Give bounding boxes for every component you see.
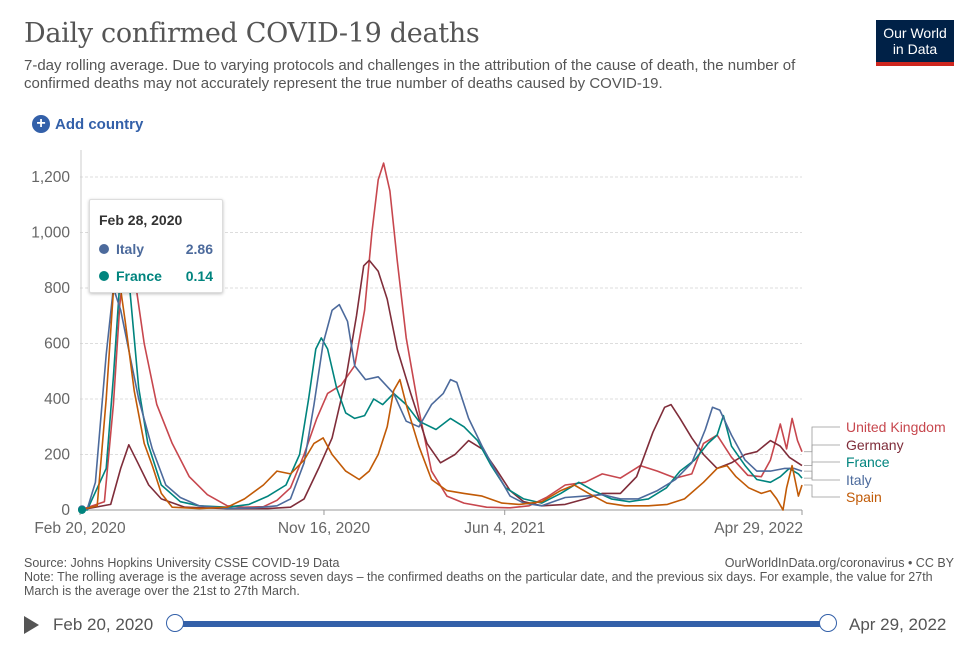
- legend-label-spain[interactable]: Spain: [846, 489, 882, 505]
- legend-connector: [804, 427, 840, 452]
- y-tick-label: 0: [61, 502, 70, 519]
- tooltip: Feb 28, 2020 Italy 2.86 France 0.14: [89, 199, 223, 293]
- y-tick-label: 1,000: [31, 225, 70, 242]
- credit-text[interactable]: OurWorldInData.org/coronavirus • CC BY: [725, 556, 954, 570]
- tooltip-series-value: 2.86: [186, 241, 213, 257]
- tooltip-series-name: Italy: [116, 241, 186, 257]
- tooltip-row-france: France 0.14: [99, 262, 213, 289]
- tooltip-date: Feb 28, 2020: [99, 212, 213, 228]
- series-line-germany[interactable]: [80, 260, 802, 510]
- play-icon[interactable]: [24, 616, 39, 634]
- italy-dot-icon: [99, 244, 109, 254]
- y-axis-ticks: 0 200 400 600 800 1,000 1,200: [31, 169, 70, 519]
- legend-connector: [804, 445, 840, 466]
- legend-connector: [804, 462, 840, 478]
- legend-label-germany[interactable]: Germany: [846, 437, 904, 453]
- x-tick-label: Nov 16, 2020: [278, 520, 371, 537]
- legend-connector: [804, 471, 840, 480]
- tooltip-row-italy: Italy 2.86: [99, 235, 213, 262]
- tooltip-series-value: 0.14: [186, 268, 213, 284]
- x-axis-ticks: Feb 20, 2020 Nov 16, 2020 Jun 4, 2021 Apr 2…: [34, 510, 803, 537]
- timeline-start-handle[interactable]: [166, 614, 184, 632]
- legend-connector: [804, 485, 840, 497]
- timeline[interactable]: Feb 20, 2020 Apr 29, 2022: [24, 610, 954, 640]
- legend-label-france[interactable]: France: [846, 454, 890, 470]
- y-tick-label: 600: [44, 336, 70, 353]
- france-dot-icon: [99, 271, 109, 281]
- x-tick-label: Apr 29, 2022: [714, 520, 803, 537]
- x-tick-label: Jun 4, 2021: [464, 520, 545, 537]
- hover-markers: [78, 150, 86, 514]
- tooltip-series-name: France: [116, 268, 186, 284]
- y-tick-label: 800: [44, 280, 70, 297]
- y-tick-label: 400: [44, 391, 70, 408]
- timeline-end-handle[interactable]: [819, 614, 837, 632]
- note-text: Note: The rolling average is the average…: [24, 570, 954, 598]
- timeline-end-label: Apr 29, 2022: [849, 615, 946, 635]
- timeline-track[interactable]: [174, 621, 829, 627]
- source-text[interactable]: Source: Johns Hopkins University CSSE CO…: [24, 556, 339, 570]
- hover-marker: [78, 506, 86, 514]
- legend-label-italy[interactable]: Italy: [846, 472, 872, 488]
- y-tick-label: 1,200: [31, 169, 70, 186]
- legend-label-united-kingdom[interactable]: United Kingdom: [846, 419, 946, 435]
- y-tick-label: 200: [44, 447, 70, 464]
- timeline-start-label: Feb 20, 2020: [53, 615, 153, 635]
- line-chart: 0 200 400 600 800 1,000 1,200 Feb 20, 2020 Nov …: [0, 0, 979, 600]
- chart-footer: Source: Johns Hopkins University CSSE CO…: [24, 556, 954, 598]
- x-tick-label: Feb 20, 2020: [34, 520, 126, 537]
